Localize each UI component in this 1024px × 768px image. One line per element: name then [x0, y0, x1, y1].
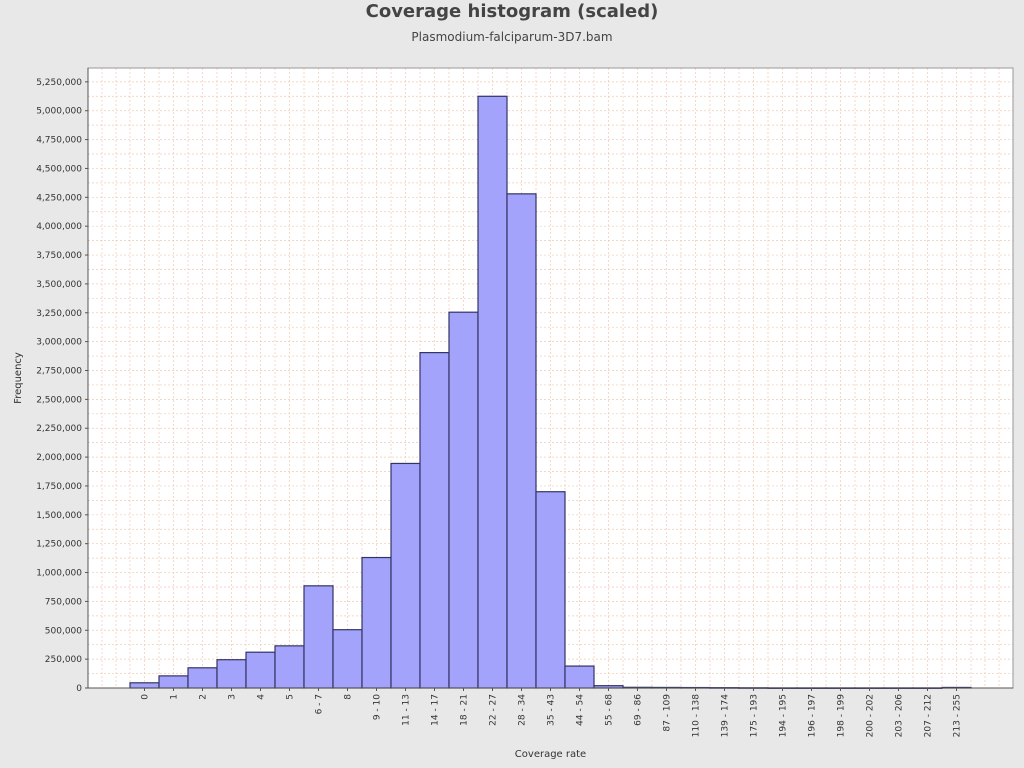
bars — [129, 95, 972, 689]
y-tick-label: 250,000 — [45, 655, 82, 665]
y-tick-label: 4,750,000 — [36, 136, 82, 146]
y-tick-label: 2,250,000 — [36, 424, 82, 434]
y-tick-label: 0 — [76, 684, 82, 694]
bar — [216, 659, 247, 689]
bar — [564, 665, 595, 689]
x-tick-label: 198 - 199 — [837, 694, 847, 738]
bar — [303, 585, 334, 689]
x-tick-label: 2 — [199, 694, 209, 700]
bar — [506, 193, 537, 689]
bar — [361, 556, 392, 689]
bar — [129, 682, 160, 689]
bar — [158, 675, 189, 689]
y-axis-title: Frequency — [13, 352, 24, 404]
x-tick-label: 69 - 86 — [634, 694, 644, 726]
x-tick-label: 0 — [141, 694, 151, 700]
bar — [187, 667, 218, 689]
y-tick-label: 500,000 — [45, 626, 82, 636]
bar — [477, 95, 508, 689]
x-tick-label: 9 - 10 — [373, 694, 383, 720]
x-tick-label: 110 - 138 — [692, 694, 702, 738]
x-tick-label: 55 - 68 — [605, 694, 615, 726]
x-tick-label: 139 - 174 — [721, 694, 731, 738]
x-axis-title: Coverage rate — [515, 749, 586, 760]
bar — [274, 645, 305, 689]
y-tick-label: 3,750,000 — [36, 251, 82, 261]
bar — [419, 351, 450, 689]
x-tick-label: 194 - 195 — [779, 694, 789, 737]
x-tick-label: 6 - 7 — [315, 694, 325, 714]
x-tick-label: 5 — [286, 694, 296, 700]
x-tick-label: 200 - 202 — [866, 694, 876, 737]
y-tick-label: 2,500,000 — [36, 395, 82, 405]
y-tick-label: 3,250,000 — [36, 309, 82, 319]
x-tick-label: 213 - 255 — [953, 694, 963, 737]
y-tick-label: 4,250,000 — [36, 193, 82, 203]
x-tick-label: 4 — [257, 694, 267, 700]
y-tick-label: 4,000,000 — [36, 222, 82, 232]
x-tick-label: 22 - 27 — [489, 694, 499, 726]
x-tick-label: 1 — [170, 694, 180, 700]
x-tick-label: 44 - 54 — [576, 694, 586, 726]
x-tick-label: 175 - 193 — [750, 694, 760, 737]
bar — [448, 311, 479, 689]
y-tick-label: 1,750,000 — [36, 482, 82, 492]
x-tick-label: 87 - 109 — [663, 694, 673, 732]
y-tick-label: 2,000,000 — [36, 453, 82, 463]
y-tick-label: 4,500,000 — [36, 164, 82, 174]
x-tick-label: 18 - 21 — [460, 694, 470, 726]
chart-title: Coverage histogram (scaled) — [365, 1, 659, 22]
x-tick-label: 14 - 17 — [431, 694, 441, 726]
y-tick-label: 5,000,000 — [36, 107, 82, 117]
x-tick-label: 3 — [228, 694, 238, 700]
bar — [390, 462, 421, 689]
x-tick-label: 11 - 13 — [402, 694, 412, 726]
bar — [245, 651, 276, 689]
axes: 0 250,000 500,000 750,000 1,000,000 1,250,000… — [36, 67, 1014, 738]
y-tick-label: 3,500,000 — [36, 280, 82, 290]
y-tick-label: 2,750,000 — [36, 366, 82, 376]
y-tick-label: 1,500,000 — [36, 511, 82, 521]
chart-subtitle: Plasmodium-falciparum-3D7.bam — [411, 30, 613, 44]
x-tick-label: 35 - 43 — [547, 694, 557, 726]
x-tick-label: 196 - 197 — [808, 694, 818, 737]
x-tick-label: 8 — [344, 694, 354, 700]
bar — [535, 491, 566, 689]
x-tick-label: 207 - 212 — [924, 694, 934, 737]
bar — [332, 629, 363, 689]
x-tick-label: 203 - 206 — [895, 694, 905, 738]
y-tick-label: 5,250,000 — [36, 78, 82, 88]
y-tick-label: 1,250,000 — [36, 540, 82, 550]
y-tick-label: 3,000,000 — [36, 338, 82, 348]
y-tick-label: 1,000,000 — [36, 569, 82, 579]
x-tick-label: 28 - 34 — [518, 694, 528, 726]
y-tick-label: 750,000 — [45, 597, 82, 607]
